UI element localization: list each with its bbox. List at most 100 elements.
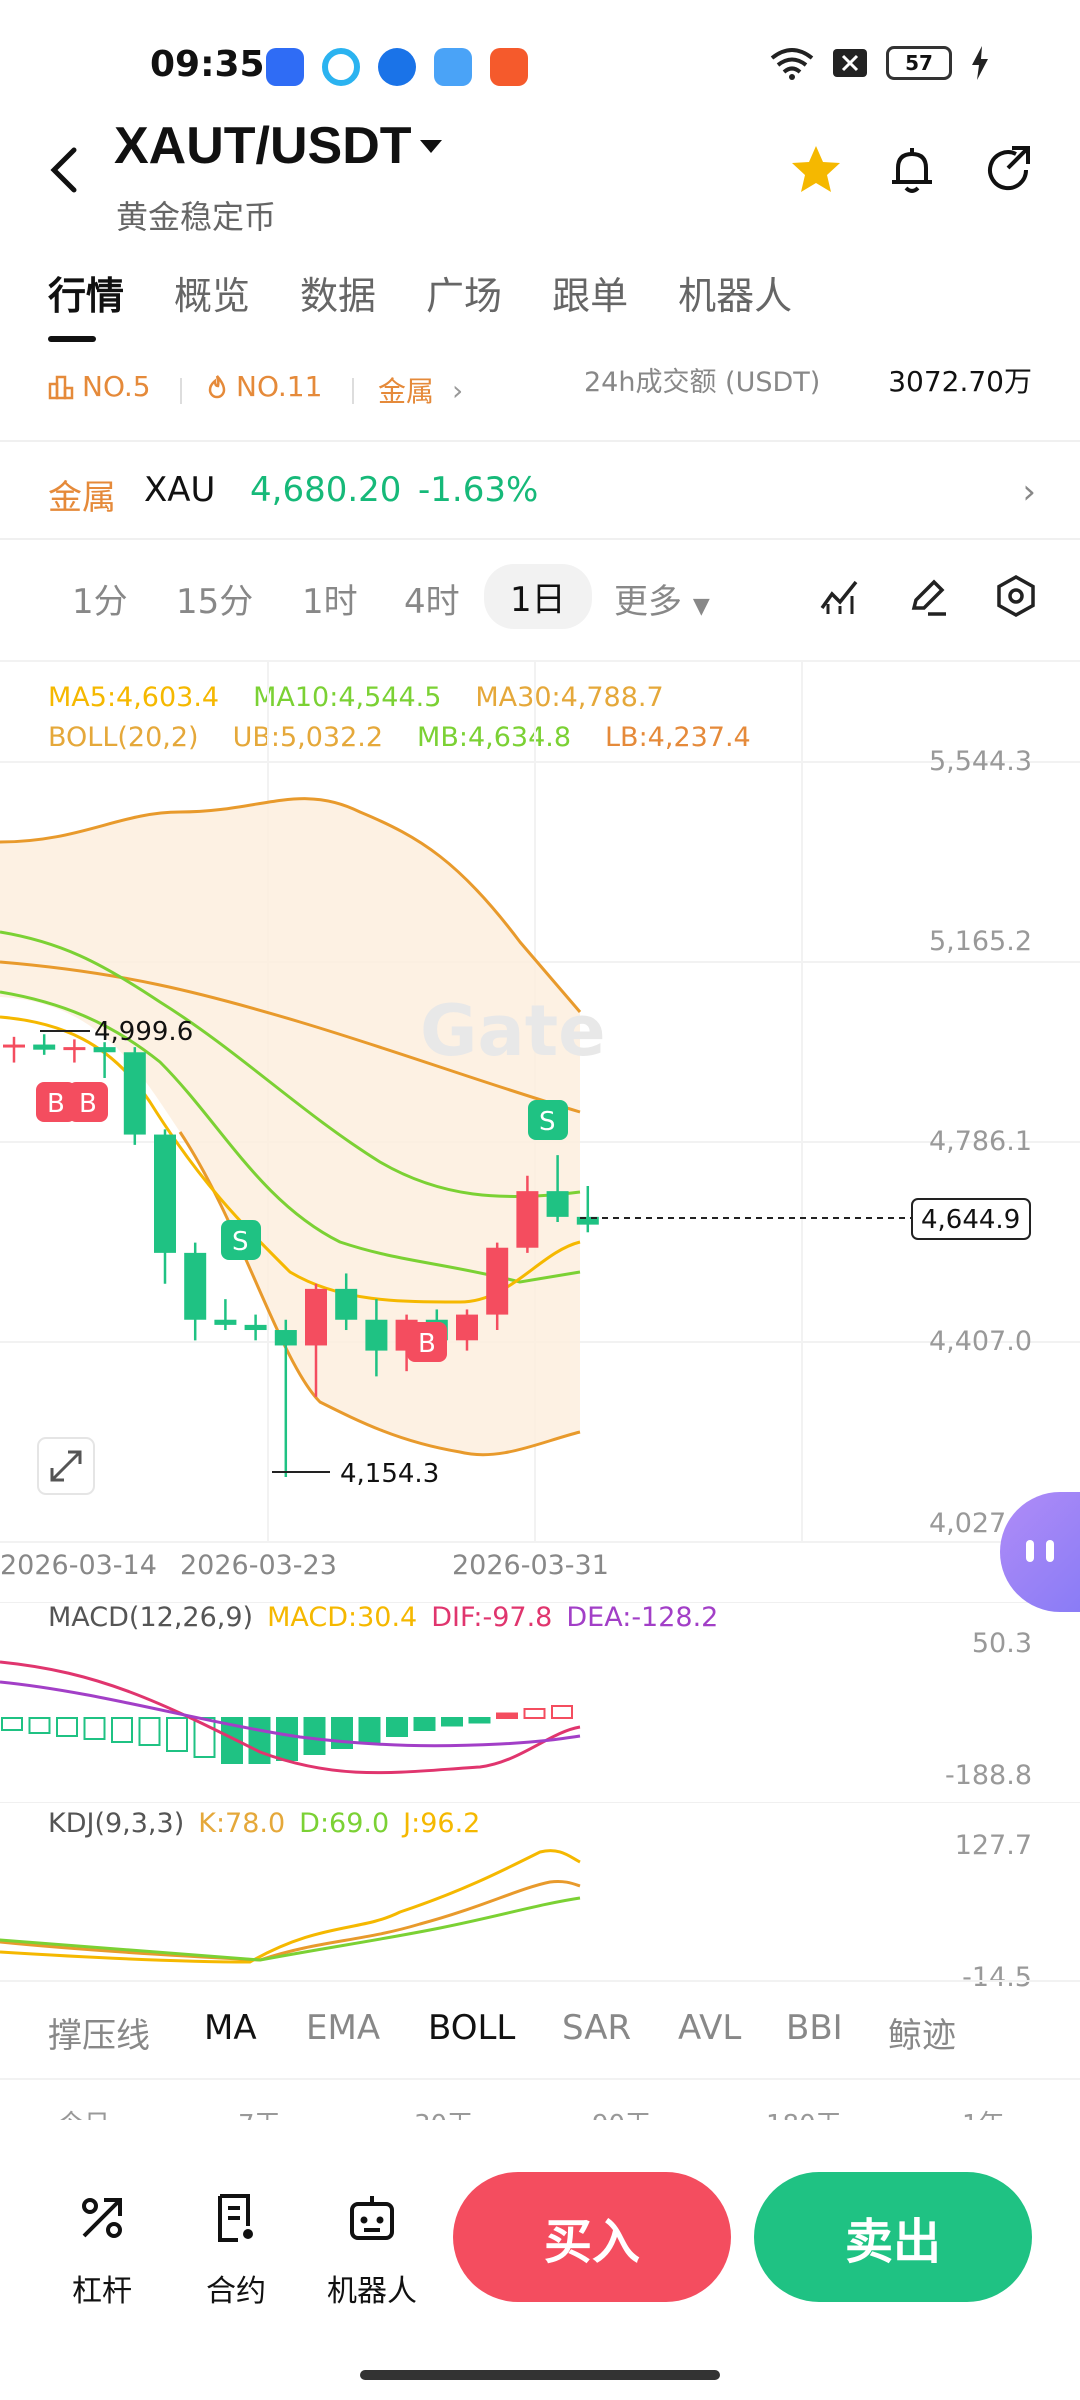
tab-data[interactable]: 数据 <box>300 274 377 318</box>
home-indicator[interactable] <box>360 2370 720 2380</box>
macd-bar <box>441 1717 463 1727</box>
draw-icon[interactable] <box>906 574 950 618</box>
period-7d[interactable]: 7天 <box>238 2104 281 2120</box>
tab-overview[interactable]: 概览 <box>174 274 251 318</box>
share-icon[interactable] <box>978 140 1038 200</box>
contract-label: 合约 <box>206 2274 266 2309</box>
bot-button[interactable]: 机器人 <box>322 2190 422 2310</box>
indicator-ema[interactable]: EMA <box>306 2008 381 2048</box>
star-icon[interactable] <box>786 140 846 200</box>
interval-4h[interactable]: 4时 <box>404 582 460 622</box>
pair-title[interactable]: XAUT/USDT <box>114 117 412 175</box>
leverage-button[interactable]: 杠杆 <box>62 2190 142 2310</box>
pair-dropdown-icon[interactable] <box>420 140 442 153</box>
y-tick: 5,544.3 <box>928 746 1032 777</box>
chart-rank-icon <box>48 375 74 399</box>
k-line <box>0 1880 581 1962</box>
tab-copy[interactable]: 跟单 <box>552 274 629 318</box>
app-icon-3 <box>378 48 416 86</box>
macd-bar <box>468 1717 491 1724</box>
indicator-ma[interactable]: MA <box>204 2008 257 2048</box>
metal-change: -1.63% <box>418 470 539 510</box>
tab-square[interactable]: 广场 <box>426 274 503 318</box>
candle-body <box>274 1330 297 1346</box>
period-90d[interactable]: 90天 <box>592 2104 651 2120</box>
sim-off-icon <box>833 49 867 77</box>
interval-1d[interactable]: 1日 <box>484 564 592 629</box>
buy-marker-2 <box>68 1082 108 1122</box>
d-line <box>0 1896 581 1962</box>
volume-value: 3072.70万 <box>888 365 1032 398</box>
contract-button[interactable]: 合约 <box>196 2190 276 2310</box>
caret-down-icon: ▼ <box>692 594 710 619</box>
macd-bar <box>358 1717 381 1743</box>
chart-area[interactable]: MA5:4,603.4 MA10:4,544.5 MA30:4,788.7 BOLL… <box>0 660 1080 1993</box>
interval-15m[interactable]: 15分 <box>176 582 254 622</box>
notification-icons <box>266 48 528 86</box>
interval-1h[interactable]: 1时 <box>302 582 358 622</box>
bell-icon[interactable] <box>882 140 942 200</box>
expand-icon[interactable] <box>37 1437 95 1495</box>
category-tag-label: 金属 <box>378 375 435 408</box>
category-tag[interactable]: 金属 › <box>378 370 463 410</box>
period-today[interactable]: 今日 <box>58 2104 110 2120</box>
interval-more[interactable]: 更多 ▼ <box>614 574 710 623</box>
hot-tag[interactable]: NO.11 <box>206 370 322 403</box>
candle-body <box>305 1288 327 1346</box>
high-annotation: 4,999.6 <box>94 1017 193 1047</box>
interval-1m[interactable]: 1分 <box>72 582 128 622</box>
contract-icon <box>218 2194 253 2242</box>
kdj-y-tick: 127.7 <box>954 1830 1032 1861</box>
buy-marker-2-label: B <box>79 1089 97 1119</box>
charging-icon <box>972 46 988 80</box>
pair-subtitle: 黄金稳定币 <box>116 198 277 236</box>
period-1y[interactable]: 1年 <box>962 2104 1005 2120</box>
back-icon[interactable] <box>40 140 90 200</box>
sell-button[interactable]: 卖出 <box>754 2172 1032 2302</box>
ma10-line <box>0 930 581 1199</box>
x-date: 2026-03-14 <box>0 1550 157 1581</box>
y-tick: 4,407.0 <box>928 1326 1032 1357</box>
info-row: NO.5 NO.11 金属 › 24h成交额 (USDT) 3072.70万 <box>0 360 1080 420</box>
settings-icon[interactable] <box>994 574 1038 618</box>
k-value: K:78.0 <box>198 1808 286 1839</box>
tab-market[interactable]: 行情 <box>48 265 124 342</box>
indicator-icon[interactable] <box>818 574 862 618</box>
buy-marker-3-label: B <box>418 1329 436 1359</box>
tab-bot[interactable]: 机器人 <box>678 274 793 318</box>
macd-bar <box>248 1717 271 1764</box>
flame-icon <box>208 374 226 398</box>
macd-bar <box>28 1717 51 1734</box>
metal-label: 金属 <box>48 478 116 518</box>
macd-bar <box>386 1717 408 1737</box>
watermark: Gate <box>420 990 606 1072</box>
period-180d[interactable]: 180天 <box>766 2104 842 2120</box>
macd-bar <box>166 1717 188 1752</box>
header: XAUT/USDT 黄金稳定币 <box>0 110 1080 240</box>
candlestick-chart[interactable]: Gate 4,999.6 4,154.3 4,644.9 B B S B S <box>0 662 1080 1562</box>
rank-tag[interactable]: NO.5 <box>48 370 151 403</box>
sell-marker-1 <box>221 1220 261 1260</box>
y-tick: 4,786.1 <box>928 1126 1032 1157</box>
candles <box>3 1034 599 1477</box>
macd-bar <box>1 1717 23 1731</box>
boll-label: BOLL(20,2) <box>48 722 199 753</box>
status-right: 57 <box>770 46 990 80</box>
last-price-box <box>911 1198 1031 1240</box>
metal-reference-row[interactable]: 金属 XAU 4,680.20 -1.63% › <box>0 440 1080 540</box>
macd-y-tick: 50.3 <box>971 1628 1032 1659</box>
indicator-avl[interactable]: AVL <box>678 2008 742 2048</box>
indicator-boll[interactable]: BOLL <box>428 2008 516 2048</box>
indicator-whale[interactable]: 鲸迹 <box>888 2016 956 2056</box>
buy-button[interactable]: 买入 <box>453 2172 731 2302</box>
candle-body <box>93 1047 116 1053</box>
candle-body <box>546 1191 569 1217</box>
indicator-sar[interactable]: SAR <box>562 2008 632 2048</box>
x-date: 2026-03-31 <box>452 1550 609 1581</box>
indicator-bbi[interactable]: BBI <box>786 2008 843 2048</box>
indicator-support[interactable]: 撑压线 <box>48 2016 150 2056</box>
period-30d[interactable]: 30天 <box>414 2104 473 2120</box>
leverage-icon <box>82 2198 122 2238</box>
kdj-chart <box>0 1849 581 1964</box>
candle-body <box>335 1288 358 1320</box>
